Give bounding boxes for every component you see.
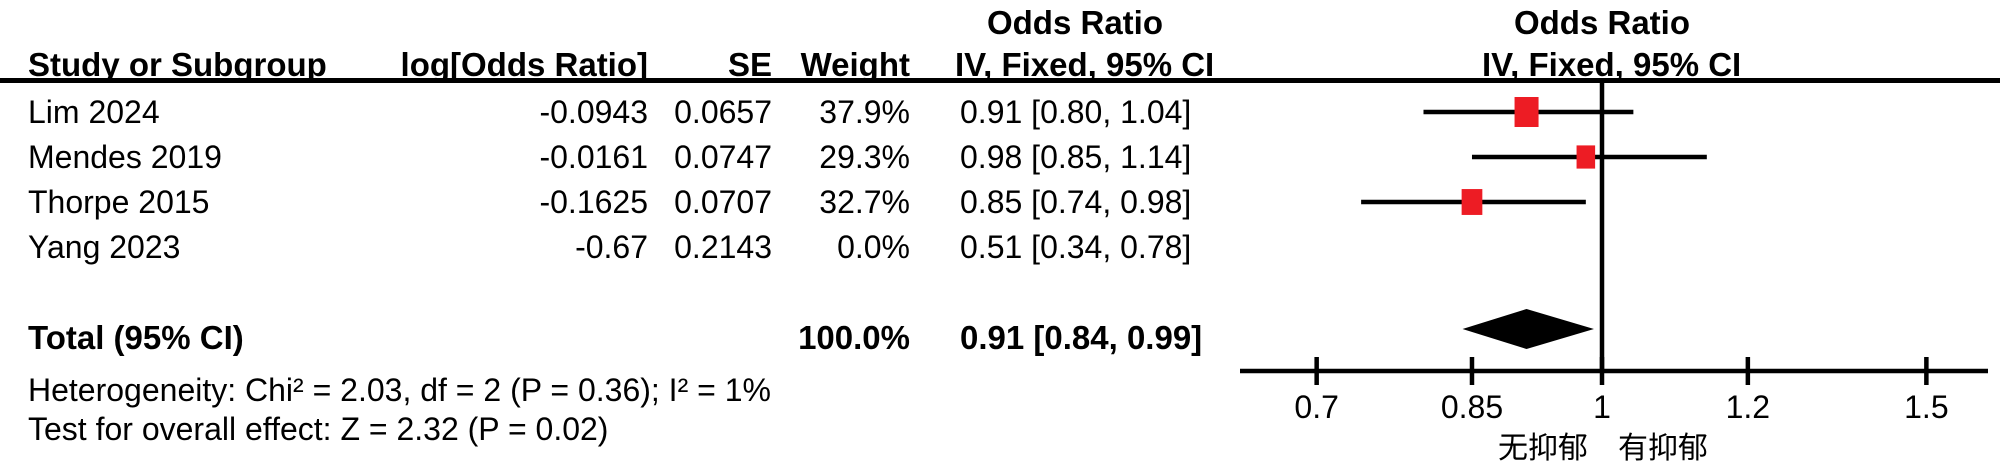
log-odds-ratio-value: -0.1625 [539,184,648,220]
se-value: 0.2143 [674,229,772,265]
study-name: Yang 2023 [28,229,181,265]
study-name: Thorpe 2015 [28,184,210,220]
total-diamond [1462,309,1594,349]
odds-ratio-header-table: Odds Ratio [986,4,1163,41]
or-ci-value: 0.85 [0.74, 0.98] [960,184,1192,220]
x-axis-tick-label: 0.7 [1294,389,1338,425]
column-header-weight: Weight [800,46,910,83]
effect-size-square [1576,145,1596,169]
or-ci-value: 0.98 [0.85, 1.14] [960,139,1192,175]
total-weight: 100.0% [798,319,910,356]
se-value: 0.0657 [674,94,772,130]
weight-value: 32.7% [819,184,910,220]
x-axis-tick-label: 1 [1593,389,1611,425]
column-header-or-ci-table: IV, Fixed, 95% CI [955,46,1215,83]
se-value: 0.0707 [674,184,772,220]
odds-ratio-header-plot: Odds Ratio [1513,4,1690,41]
study-name: Mendes 2019 [28,139,222,175]
x-axis-tick-label: 1.2 [1726,389,1770,425]
effect-size-square [1514,97,1539,127]
column-header-log-odds-ratio: log[Odds Ratio] [400,46,648,83]
log-odds-ratio-value: -0.67 [575,229,648,265]
se-value: 0.0747 [674,139,772,175]
x-axis-tick-label: 1.5 [1904,389,1948,425]
header-divider-line [0,78,2000,83]
favours-left-label: 无抑郁 [1498,432,1588,465]
heterogeneity-stats: Heterogeneity: Chi² = 2.03, df = 2 (P = … [28,372,771,408]
column-header-study: Study or Subgroup [28,46,327,83]
weight-value: 37.9% [819,94,910,130]
study-name: Lim 2024 [28,94,160,130]
effect-size-square [1461,189,1483,215]
overall-effect-test: Test for overall effect: Z = 2.32 (P = 0… [28,411,609,447]
total-label: Total (95% CI) [28,319,244,356]
log-odds-ratio-value: -0.0161 [539,139,648,175]
total-or-ci: 0.91 [0.84, 0.99] [960,319,1203,356]
x-axis-tick-label: 0.85 [1441,389,1503,425]
or-ci-value: 0.91 [0.80, 1.04] [960,94,1192,130]
column-header-or-ci-plot: IV, Fixed, 95% CI [1482,46,1742,83]
or-ci-value: 0.51 [0.34, 0.78] [960,229,1192,265]
weight-value: 29.3% [819,139,910,175]
column-header-se: SE [727,46,772,83]
weight-value: 0.0% [837,229,910,265]
log-odds-ratio-value: -0.0943 [539,94,648,130]
favours-right-label: 有抑郁 [1618,432,1708,465]
